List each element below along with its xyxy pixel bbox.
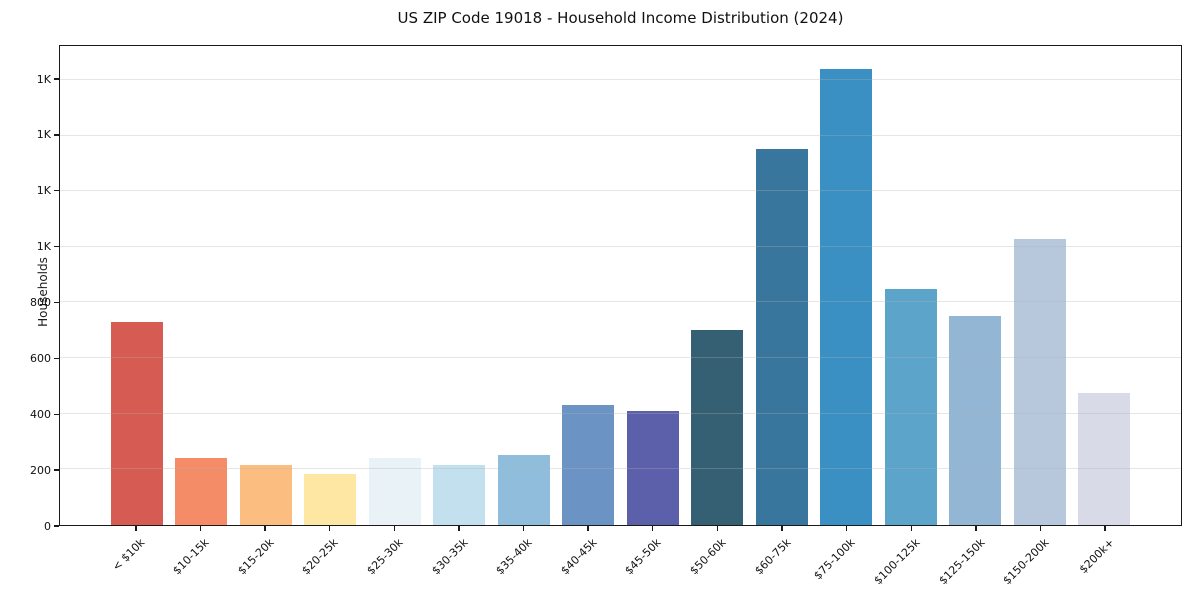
bar-$200k+	[1078, 392, 1131, 525]
gridline-y-1000	[60, 245, 1181, 247]
gridline-y-1400	[60, 134, 1181, 136]
x-tick-label: $100-125k	[871, 536, 923, 588]
x-tick-mark	[587, 526, 589, 531]
y-tick-mark	[54, 413, 59, 415]
gridline-y-400	[60, 412, 1181, 414]
bar-$35-40k	[497, 455, 550, 525]
x-tick-label: $40-45k	[558, 536, 600, 578]
bar-< $10k	[110, 321, 163, 525]
x-tick-mark	[329, 526, 331, 531]
y-tick-mark	[54, 190, 59, 192]
x-tick-label: $50-60k	[687, 536, 729, 578]
y-tick-label: 1K	[36, 184, 51, 198]
x-tick-label: $200k+	[1076, 536, 1117, 577]
plot-area	[59, 45, 1182, 526]
y-axis-label: Households	[35, 257, 50, 327]
gridline-y-1600	[60, 78, 1181, 80]
x-tick-label: < $10k	[109, 536, 148, 574]
gridline-y-200	[60, 468, 1181, 470]
bar-$125-150k	[949, 316, 1002, 525]
y-tick-mark	[54, 134, 59, 136]
gridline-y-600	[60, 357, 1181, 359]
x-tick-mark	[522, 526, 525, 531]
x-tick-label: $45-50k	[622, 536, 665, 578]
x-tick-mark	[393, 526, 396, 531]
gridline-y-800	[60, 301, 1181, 303]
x-tick-label: $75-100k	[811, 536, 858, 583]
y-tick-label: 1K	[36, 72, 51, 86]
x-tick-label: $20-25k	[299, 536, 341, 578]
y-tick-label: 1K	[36, 240, 51, 254]
y-tick-mark	[54, 301, 59, 304]
y-tick-label: 200	[30, 463, 51, 477]
y-tick-label: 600	[30, 351, 51, 365]
x-tick-mark	[910, 526, 912, 531]
bar-$15-20k	[239, 465, 292, 525]
x-tick-label: $30-35k	[428, 536, 471, 578]
y-tick-label: 800	[30, 296, 51, 310]
x-tick-mark	[975, 526, 977, 531]
y-tick-mark	[54, 525, 59, 527]
bar-$75-100k	[820, 68, 873, 525]
bar-$45-50k	[626, 410, 679, 525]
bar-$20-25k	[304, 473, 357, 525]
x-tick-mark	[264, 526, 266, 531]
gridline-y-1200	[60, 190, 1181, 192]
x-tick-label: $60-75k	[751, 536, 794, 578]
y-tick-mark	[54, 245, 59, 248]
x-tick-label: $10-15k	[170, 536, 212, 578]
x-tick-mark	[1039, 526, 1042, 531]
x-tick-label: $15-20k	[235, 536, 277, 578]
x-tick-mark	[458, 526, 460, 531]
bar-$25-30k	[368, 458, 421, 525]
x-tick-label: $125-150k	[935, 536, 988, 588]
bar-$60-75k	[755, 149, 808, 525]
x-tick-mark	[716, 526, 719, 531]
bar-$50-60k	[691, 330, 744, 525]
y-tick-label: 400	[30, 407, 51, 421]
x-tick-label: $150-200k	[1000, 536, 1052, 588]
x-tick-label: $35-40k	[493, 536, 535, 578]
y-tick-label: 0	[44, 519, 51, 533]
y-tick-mark	[54, 78, 59, 80]
x-tick-label: $25-30k	[364, 536, 406, 578]
x-tick-mark	[135, 526, 137, 531]
x-tick-mark	[781, 526, 783, 531]
y-tick-mark	[54, 357, 59, 360]
bar-$30-35k	[433, 465, 486, 525]
x-tick-mark	[845, 526, 848, 531]
x-tick-mark	[652, 526, 654, 531]
bar-$10-15k	[175, 458, 228, 525]
x-tick-mark	[199, 526, 202, 531]
chart-title: US ZIP Code 19018 - Household Income Dis…	[397, 9, 844, 27]
y-tick-label: 1K	[36, 128, 51, 142]
bar-$40-45k	[562, 405, 615, 525]
bar-$150-200k	[1013, 238, 1066, 525]
y-tick-mark	[54, 469, 59, 471]
bar-$100-125k	[884, 288, 937, 525]
x-tick-mark	[1104, 526, 1106, 531]
